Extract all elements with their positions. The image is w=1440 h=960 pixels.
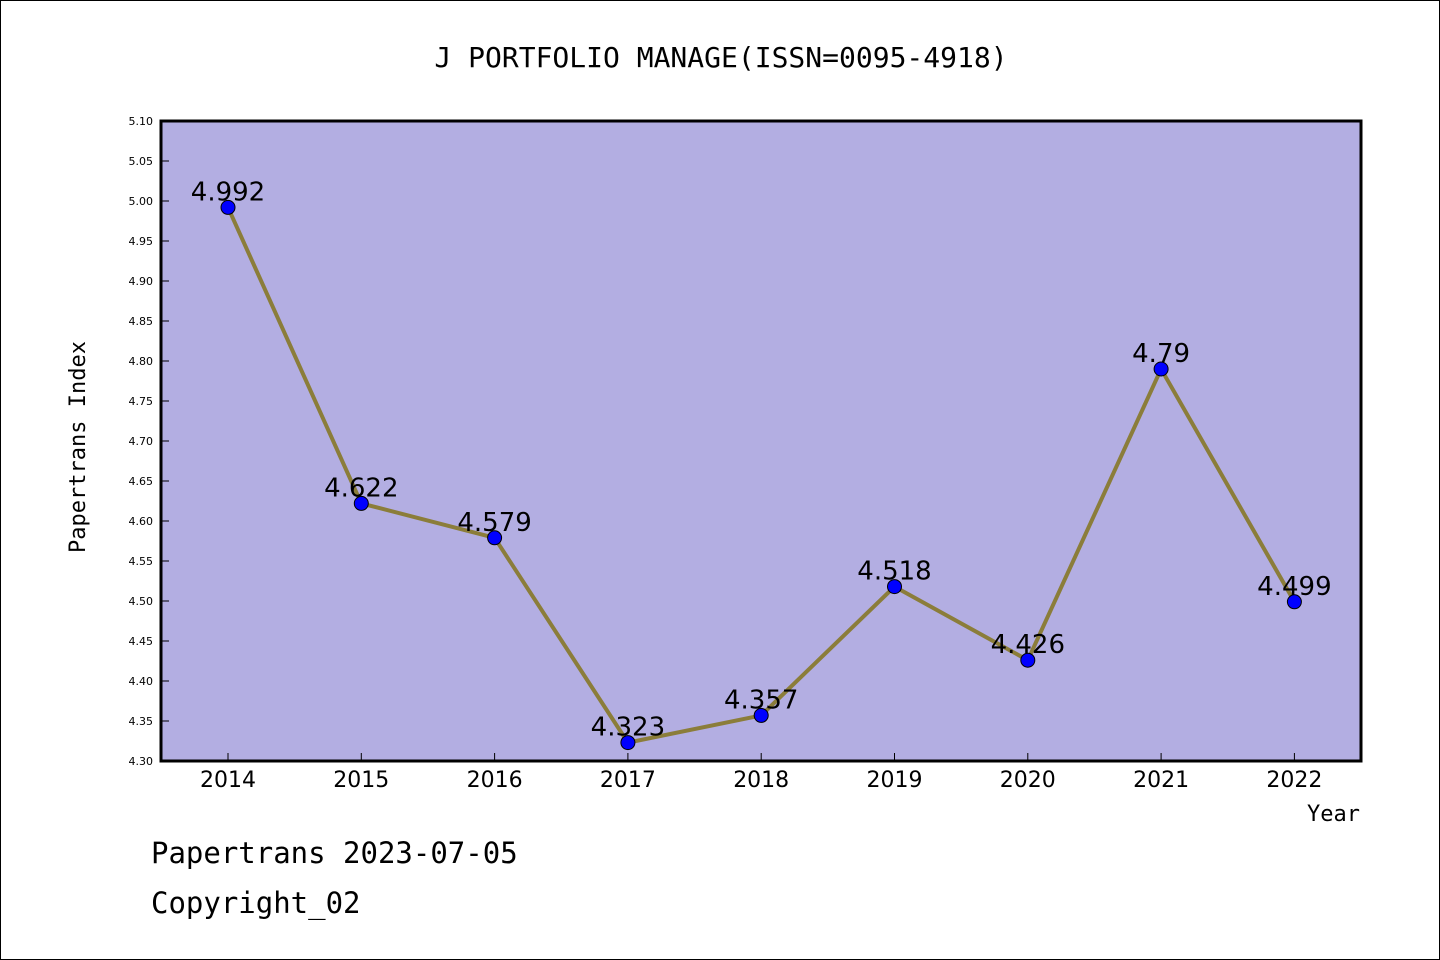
- data-point-marker: [353, 495, 369, 511]
- y-axis: 4.30 4.35 4.40 4.45 4.50 4.55 4.60 4.65 4.70 4.75…: [129, 115, 169, 768]
- x-tick-label: 2019: [867, 768, 923, 793]
- y-tick-label: 5.10: [129, 115, 154, 128]
- data-point-marker: [1286, 594, 1302, 610]
- x-axis-label: Year: [1307, 802, 1360, 827]
- plot-border: [159, 119, 1363, 763]
- data-point-label: 4.357: [724, 685, 798, 715]
- x-tick-label: 2021: [1133, 768, 1189, 793]
- data-point-label: 4.79: [1132, 339, 1190, 369]
- data-point-marker: [887, 579, 902, 595]
- y-tick-label: 4.50: [129, 595, 154, 608]
- y-tick-label: 4.40: [129, 675, 154, 688]
- y-tick-label: 4.75: [129, 395, 154, 408]
- data-point-label: 4.323: [591, 713, 665, 743]
- footer-copyright: Copyright_02: [151, 886, 361, 920]
- data-point-marker: [753, 707, 769, 723]
- y-tick-label: 4.55: [129, 555, 154, 568]
- data-point-marker: [1020, 652, 1036, 668]
- x-tick-label: 2015: [333, 768, 389, 793]
- data-point-marker: [487, 530, 503, 546]
- y-tick-label: 5.00: [129, 195, 154, 208]
- y-tick-label: 4.35: [129, 715, 154, 728]
- data-point-label: 4.579: [457, 508, 531, 538]
- x-tick-label: 2017: [600, 768, 656, 793]
- y-tick-label: 4.45: [129, 635, 154, 648]
- x-tick-label: 2022: [1266, 768, 1322, 793]
- y-tick-label: 5.05: [129, 155, 154, 168]
- x-axis: 2014 2015 2016 2017 2018 2019 2020 2021 2022: [200, 753, 1322, 793]
- y-tick-label: 4.95: [129, 235, 154, 248]
- y-axis-label: Papertrans Index: [66, 341, 91, 553]
- data-point-marker: [620, 735, 636, 751]
- data-labels: 4.992 4.622 4.579 4.323 4.357 4.518 4.426 4.79 4…: [191, 177, 1332, 742]
- data-point-label: 4.518: [857, 557, 931, 587]
- plot-area: [161, 121, 1361, 761]
- footer-date: Papertrans 2023-07-05: [151, 836, 518, 870]
- data-point-marker: [220, 199, 236, 215]
- data-point-label: 4.622: [324, 473, 398, 503]
- chart-title: J PORTFOLIO MANAGE(ISSN=0095-4918): [434, 41, 1007, 74]
- x-tick-label: 2016: [467, 768, 523, 793]
- y-tick-label: 4.90: [129, 275, 154, 288]
- x-tick-label: 2014: [200, 768, 256, 793]
- y-tick-label: 4.70: [129, 435, 154, 448]
- data-point-label: 4.426: [991, 630, 1065, 660]
- y-tick-label: 4.85: [129, 315, 154, 328]
- x-tick-label: 2020: [1000, 768, 1056, 793]
- series-markers: [220, 199, 1302, 751]
- y-tick-label: 4.80: [129, 355, 154, 368]
- x-tick-label: 2018: [733, 768, 789, 793]
- data-point-label: 4.499: [1257, 572, 1331, 602]
- y-tick-label: 4.60: [129, 515, 154, 528]
- data-point-marker: [1153, 361, 1169, 377]
- y-tick-label: 4.65: [129, 475, 154, 488]
- data-point-label: 4.992: [191, 177, 265, 207]
- y-tick-label: 4.30: [129, 755, 154, 768]
